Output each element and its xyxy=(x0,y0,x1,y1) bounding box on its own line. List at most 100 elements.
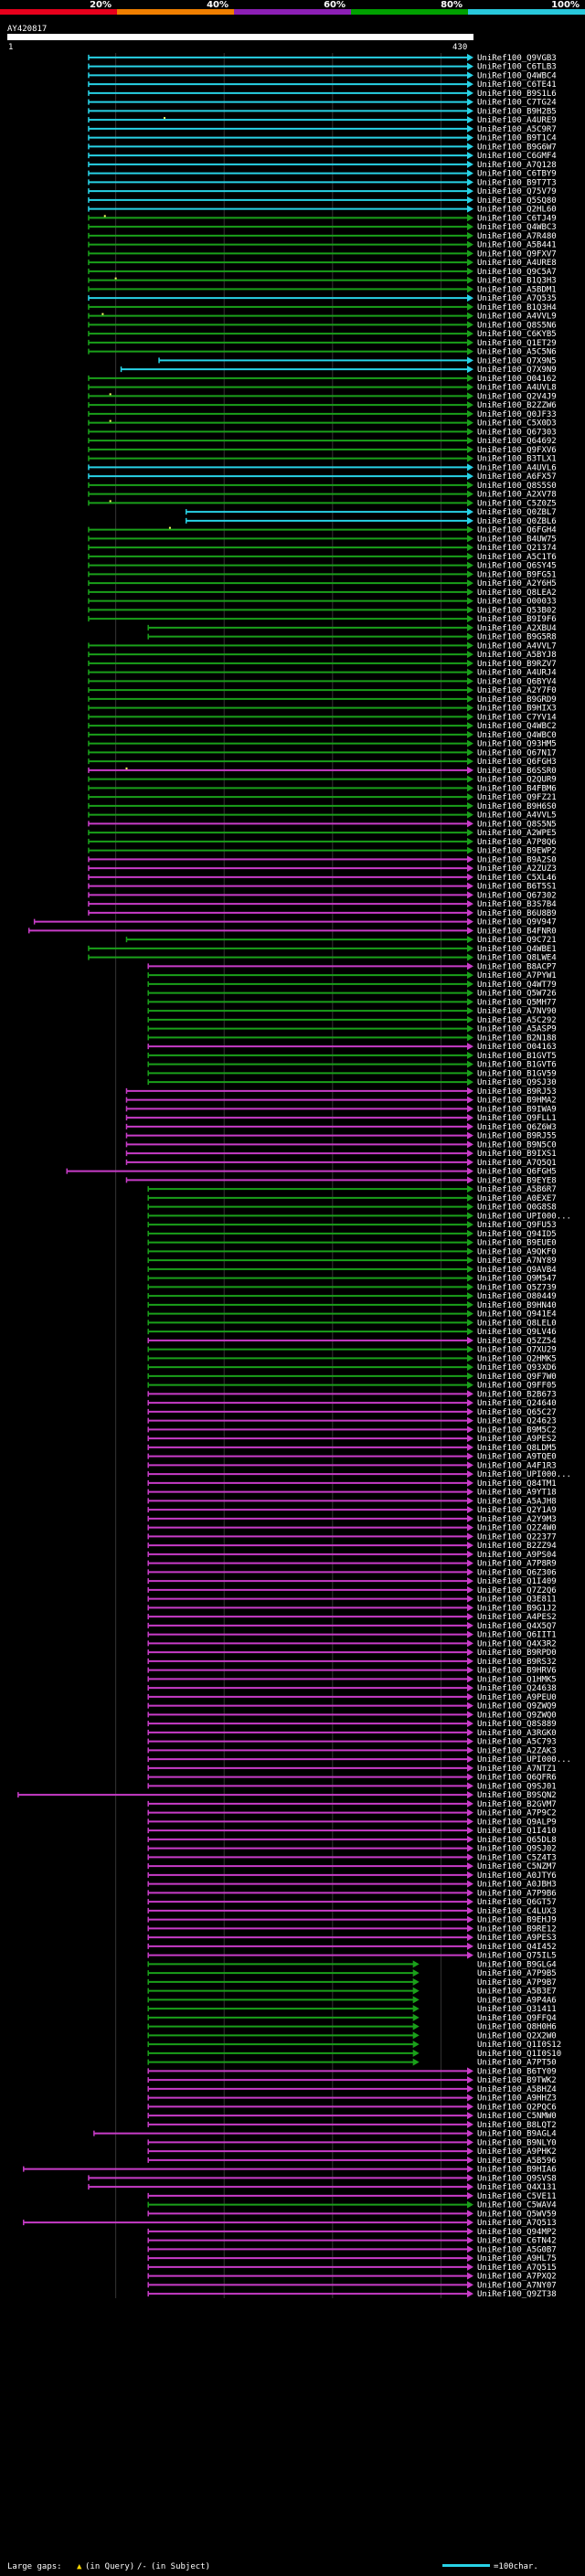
hit-row[interactable]: UniRef100_A5C9R7 xyxy=(88,124,557,134)
hit-row[interactable]: UniRef100_C5NZM7 xyxy=(147,1862,557,1871)
hit-row[interactable]: UniRef100_B6SSR0 xyxy=(88,766,557,776)
hit-row[interactable]: UniRef100_Q6QFR6 xyxy=(147,1773,557,1783)
hit-label[interactable]: UniRef100_A6FX57 xyxy=(477,472,557,482)
hit-row[interactable]: UniRef100_Q24638 xyxy=(147,1684,557,1693)
hit-label[interactable]: UniRef100_A2WPE5 xyxy=(477,829,557,838)
hit-label[interactable]: UniRef100_A7Q128 xyxy=(477,161,557,170)
hit-row[interactable]: UniRef100_A4URE8 xyxy=(88,259,557,268)
hit-row[interactable]: UniRef100_Q4WBE1 xyxy=(88,944,557,954)
hit-label[interactable]: UniRef100_B1Q3H3 xyxy=(477,277,557,286)
hit-label[interactable]: UniRef100_UPI000... xyxy=(477,1470,571,1479)
hit-label[interactable]: UniRef100_A2ZUZ3 xyxy=(477,864,557,874)
hit-row[interactable]: UniRef100_A4VVL5 xyxy=(88,811,557,821)
hit-row[interactable]: UniRef100_Q4WBC3 xyxy=(88,223,557,232)
hit-row[interactable]: UniRef100_B3S7B4 xyxy=(88,900,557,909)
hit-label[interactable]: UniRef100_B9G5R8 xyxy=(477,633,557,642)
hit-label[interactable]: UniRef100_B9NLY0 xyxy=(477,2138,557,2147)
hit-label[interactable]: UniRef100_B9EUE0 xyxy=(477,1239,557,1248)
hit-row[interactable]: UniRef100_C5Z0Z5 xyxy=(88,499,557,508)
hit-label[interactable]: UniRef100_Q9SJ30 xyxy=(477,1078,557,1087)
hit-label[interactable]: UniRef100_B4FNR0 xyxy=(477,927,557,936)
hit-row[interactable]: UniRef100_Q9FF05 xyxy=(147,1381,557,1391)
hit-row[interactable]: UniRef100_Q9FU53 xyxy=(147,1221,557,1230)
hit-row[interactable]: UniRef100_C5X0D3 xyxy=(88,419,557,429)
hit-label[interactable]: UniRef100_Q6FGH5 xyxy=(477,1168,557,1177)
hit-label[interactable]: UniRef100_B9GLG4 xyxy=(477,1960,557,1969)
hit-row[interactable]: UniRef100_Q2X2W0 xyxy=(147,2031,557,2041)
hit-label[interactable]: UniRef100_Q24623 xyxy=(477,1417,557,1426)
hit-label[interactable]: UniRef100_C6TBY9 xyxy=(477,170,557,179)
hit-label[interactable]: UniRef100_Q8LWE4 xyxy=(477,954,557,963)
hit-row[interactable]: UniRef100_B9RZV7 xyxy=(88,659,557,669)
hit-row[interactable]: UniRef100_Q24623 xyxy=(147,1416,557,1426)
hit-row[interactable]: UniRef100_C4LUX3 xyxy=(147,1906,557,1916)
hit-label[interactable]: UniRef100_Q0JF33 xyxy=(477,410,557,419)
hit-row[interactable]: UniRef100_Q6SY45 xyxy=(88,561,557,571)
hit-row[interactable]: UniRef100_Q4WBC2 xyxy=(88,722,557,731)
hit-label[interactable]: UniRef100_Q9FF05 xyxy=(477,1382,557,1391)
hit-label[interactable]: UniRef100_Q4WBC4 xyxy=(477,71,557,80)
hit-row[interactable]: UniRef100_A4VVL7 xyxy=(88,641,557,651)
hit-row[interactable]: UniRef100_Q4I452 xyxy=(147,1942,557,1952)
hit-row[interactable]: UniRef100_B1GVT6 xyxy=(147,1060,557,1070)
hit-row[interactable]: UniRef100_C7YV14 xyxy=(88,713,557,722)
hit-label[interactable]: UniRef100_A4PES2 xyxy=(477,1613,557,1622)
hit-label[interactable]: UniRef100_A2XV78 xyxy=(477,491,557,500)
hit-label[interactable]: UniRef100_Q75V79 xyxy=(477,187,557,196)
hit-row[interactable]: UniRef100_C6GMF4 xyxy=(88,152,557,161)
hit-label[interactable]: UniRef100_Q21374 xyxy=(477,544,557,553)
hit-row[interactable]: UniRef100_Q8LWE4 xyxy=(88,953,557,963)
hit-row[interactable]: UniRef100_A5BYJ8 xyxy=(88,651,557,660)
hit-row[interactable]: UniRef100_B9IWA9 xyxy=(125,1105,557,1114)
hit-row[interactable]: UniRef100_A7NY07 xyxy=(147,2281,557,2290)
hit-label[interactable]: UniRef100_Q9ZT38 xyxy=(477,2290,557,2299)
hit-row[interactable]: UniRef100_C5Z4T3 xyxy=(147,1853,557,1862)
hit-label[interactable]: UniRef100_A4URE8 xyxy=(477,259,557,268)
hit-label[interactable]: UniRef100_B1GVT6 xyxy=(477,1061,557,1070)
hit-row[interactable]: UniRef100_B9HIA6 xyxy=(23,2165,557,2175)
hit-row[interactable]: UniRef100_Q9FZ21 xyxy=(88,793,557,802)
hit-label[interactable]: UniRef100_Q4WBC0 xyxy=(477,731,557,740)
hit-label[interactable]: UniRef100_Q75IL5 xyxy=(477,1952,557,1961)
hit-label[interactable]: UniRef100_Q9ZWQ0 xyxy=(477,1711,557,1720)
hit-label[interactable]: UniRef100_B2ZZW6 xyxy=(477,401,557,410)
hit-label[interactable]: UniRef100_B9IXS1 xyxy=(477,1150,557,1159)
hit-row[interactable]: UniRef100_A5C292 xyxy=(147,1015,557,1025)
hit-row[interactable]: UniRef100_B8ACP7 xyxy=(147,962,557,971)
hit-row[interactable]: UniRef100_B9HN40 xyxy=(147,1300,557,1310)
hit-row[interactable]: UniRef100_Q6FGH3 xyxy=(88,758,557,767)
hit-row[interactable]: UniRef100_Q4WT79 xyxy=(147,980,557,990)
hit-row[interactable]: UniRef100_Q9VGB3 xyxy=(88,53,557,63)
hit-row[interactable]: UniRef100_Q9SJ02 xyxy=(147,1844,557,1854)
hit-row[interactable]: UniRef100_A4UVL8 xyxy=(88,383,557,393)
hit-label[interactable]: UniRef100_A5AJH8 xyxy=(477,1497,557,1506)
hit-label[interactable]: UniRef100_Q4WBE1 xyxy=(477,945,557,954)
hit-row[interactable]: UniRef100_A7P9C2 xyxy=(147,1808,557,1818)
hit-row[interactable]: UniRef100_A7NY89 xyxy=(147,1256,557,1266)
hit-label[interactable]: UniRef100_A3RGK0 xyxy=(477,1729,557,1738)
hit-label[interactable]: UniRef100_Q8S889 xyxy=(477,1720,557,1729)
hit-label[interactable]: UniRef100_Q6FGH4 xyxy=(477,526,557,535)
hit-label[interactable]: UniRef100_B9FG51 xyxy=(477,570,557,579)
hit-row[interactable]: UniRef100_Q9C721 xyxy=(125,936,557,945)
hit-label[interactable]: UniRef100_A9PEU0 xyxy=(477,1693,557,1702)
hit-row[interactable]: UniRef100_A7Q515 xyxy=(147,2263,557,2273)
hit-row[interactable]: UniRef100_Q94ID5 xyxy=(147,1229,557,1239)
hit-row[interactable]: UniRef100_Q9FXV6 xyxy=(88,445,557,455)
hit-label[interactable]: UniRef100_A4VVL9 xyxy=(477,313,557,322)
hit-row[interactable]: UniRef100_Q9FLL1 xyxy=(125,1114,557,1123)
hit-label[interactable]: UniRef100_B2ZZ94 xyxy=(477,1542,557,1551)
hit-label[interactable]: UniRef100_Q941E4 xyxy=(477,1310,557,1320)
hit-label[interactable]: UniRef100_Q2HMK5 xyxy=(477,1354,557,1363)
hit-label[interactable]: UniRef100_Q6BYV4 xyxy=(477,677,557,686)
hit-label[interactable]: UniRef100_A4VVL5 xyxy=(477,811,557,821)
hit-label[interactable]: UniRef100_A7P9B7 xyxy=(477,1978,557,1988)
hit-label[interactable]: UniRef100_Q9FXV6 xyxy=(477,446,557,455)
hit-row[interactable]: UniRef100_A9PHK2 xyxy=(147,2147,557,2157)
hit-label[interactable]: UniRef100_B9TWK2 xyxy=(477,2076,557,2085)
hit-row[interactable]: UniRef100_A5BDM1 xyxy=(88,285,557,294)
hit-row[interactable]: UniRef100_B1GV59 xyxy=(147,1069,557,1078)
hit-label[interactable]: UniRef100_B9EWP2 xyxy=(477,847,557,856)
hit-row[interactable]: UniRef100_A0EXE7 xyxy=(147,1193,557,1203)
hit-label[interactable]: UniRef100_A9P4A6 xyxy=(477,1996,557,2005)
